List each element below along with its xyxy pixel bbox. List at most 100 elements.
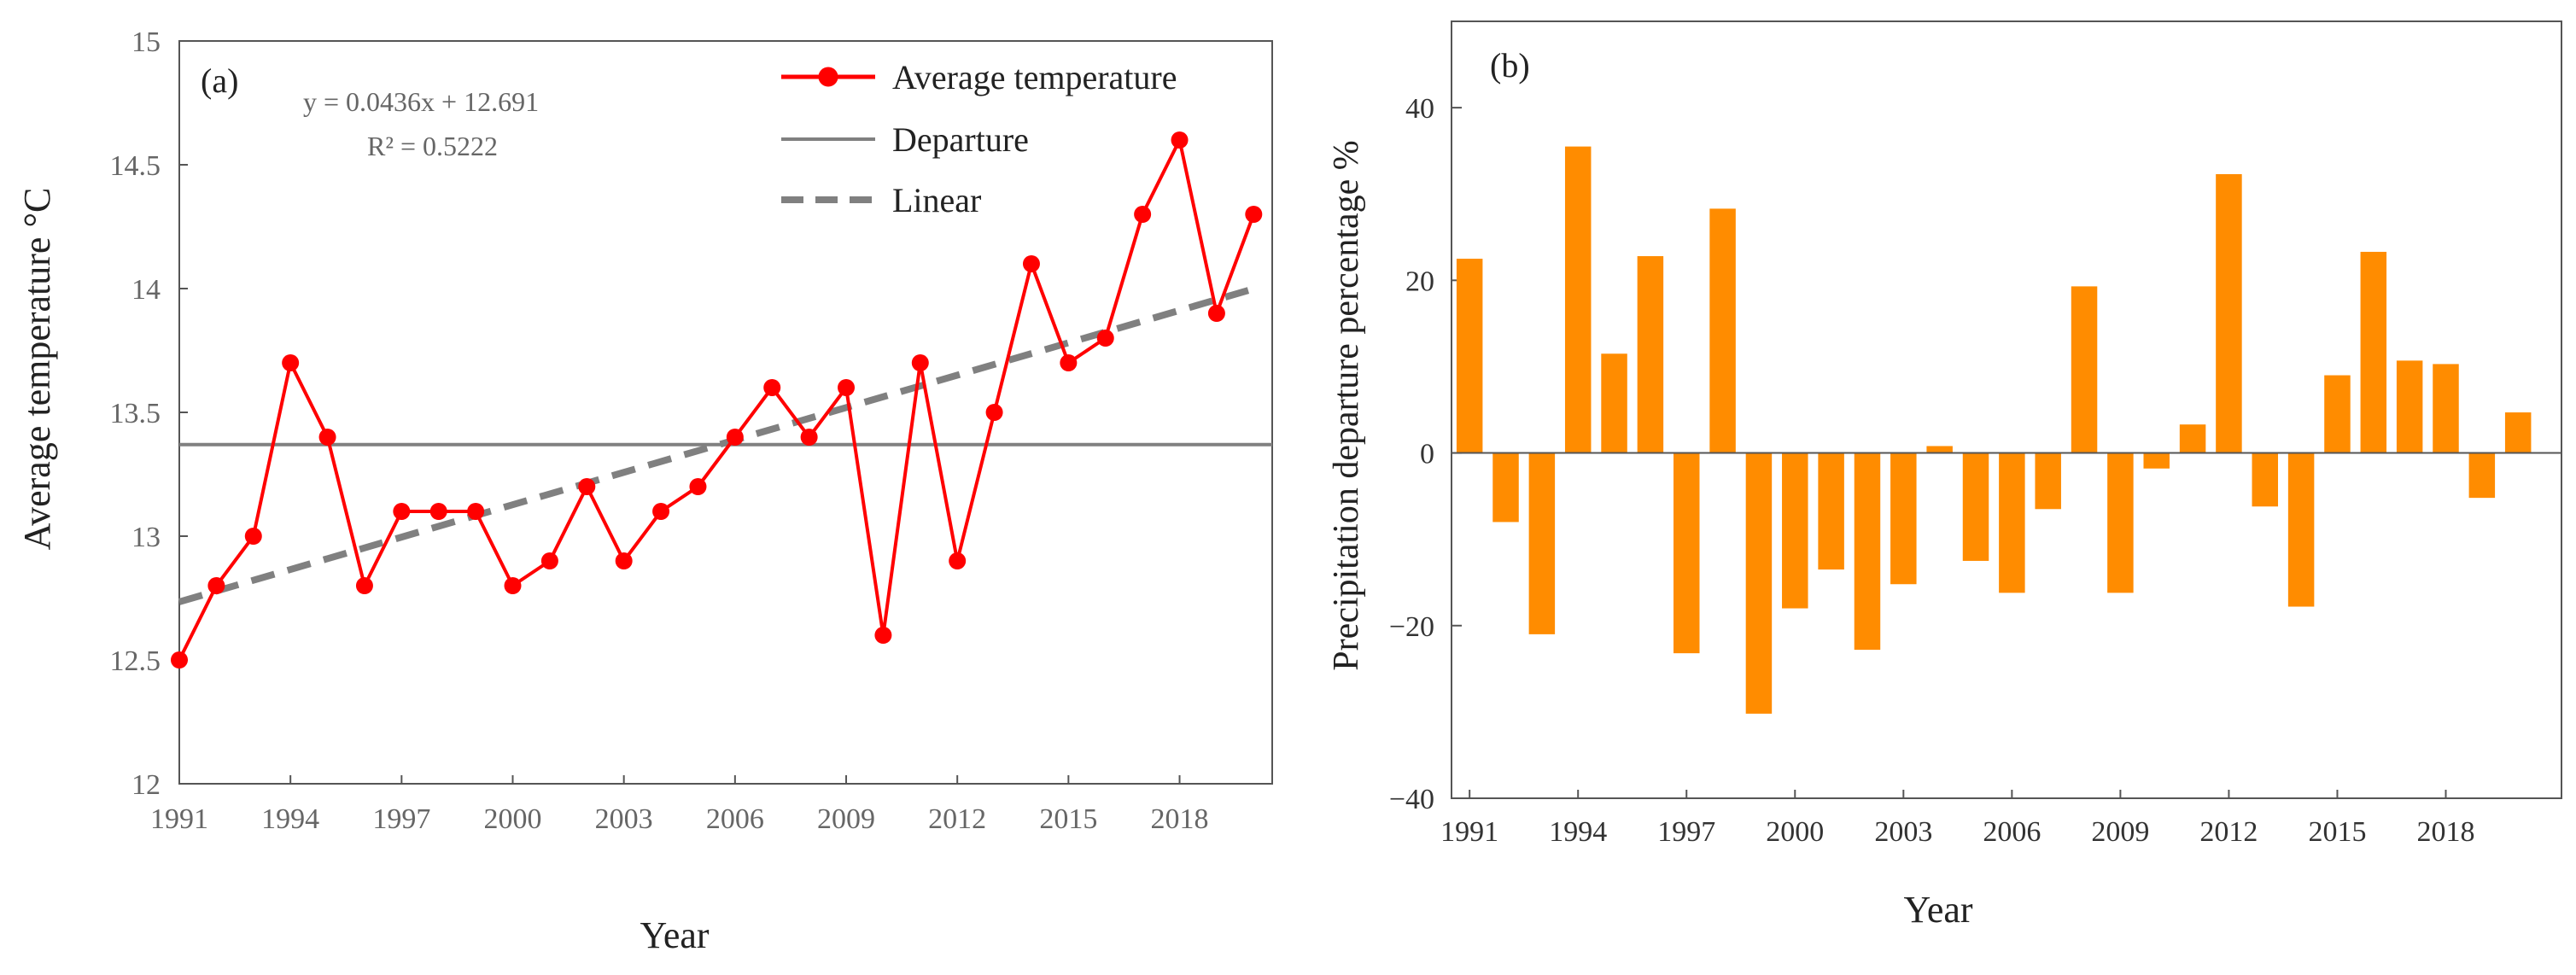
average-temperature-point — [1096, 330, 1114, 347]
trend-r-squared: R² = 0.5222 — [367, 131, 498, 161]
precipitation-y-axis-label: Precipitation departure percentage % — [1327, 140, 1366, 671]
temperature-y-tick-label: 13.5 — [110, 398, 161, 429]
precipitation-x-tick-label: 1991 — [1440, 816, 1498, 848]
average-temperature-point — [467, 503, 485, 520]
average-temperature-point — [282, 354, 300, 371]
precipitation-plot-area — [1451, 20, 2562, 799]
temperature-x-tick-label: 2006 — [706, 803, 764, 835]
precipitation-bar — [2071, 286, 2098, 453]
precipitation-bar — [2324, 375, 2351, 453]
precipitation-bar — [1854, 452, 1881, 651]
average-temperature-point — [838, 379, 856, 396]
temperature-x-tick-label: 2009 — [817, 803, 875, 835]
legend-average-temperature: Average temperature — [892, 58, 1177, 96]
average-temperature-point — [244, 528, 262, 545]
panel-b-label: (b) — [1490, 46, 1530, 85]
precipitation-x-tick-label: 2015 — [2308, 816, 2366, 848]
temperature-x-tick-label: 1997 — [372, 803, 430, 835]
precipitation-bar — [2179, 424, 2206, 453]
legend-average-temperature-marker — [818, 67, 838, 87]
average-temperature-point — [615, 552, 633, 569]
temperature-x-axis-label: Year — [640, 914, 709, 956]
average-temperature-point — [540, 552, 558, 569]
temperature-legend: Average temperature Departure Linear — [781, 58, 1177, 219]
average-temperature-point — [911, 354, 929, 371]
average-temperature-point — [1171, 131, 1189, 149]
precipitation-y-tick-label: 20 — [1405, 266, 1434, 297]
average-temperature-point — [1134, 206, 1152, 223]
precipitation-bar — [1492, 452, 1519, 523]
precipitation-bar — [1709, 208, 1736, 453]
temperature-x-tick-label: 2018 — [1151, 803, 1209, 835]
precipitation-bar — [1890, 452, 1917, 585]
average-temperature-point — [578, 478, 596, 495]
precipitation-bar — [1745, 452, 1773, 714]
precipitation-x-tick-label: 2003 — [1874, 816, 1932, 848]
average-temperature-point — [1207, 305, 1225, 322]
precipitation-bar — [2396, 360, 2423, 453]
precipitation-bar — [2504, 412, 2532, 453]
temperature-y-axis-label: Average temperature °C — [16, 188, 58, 551]
precipitation-x-axis-label: Year — [1903, 889, 1972, 931]
temperature-x-tick-label: 2015 — [1039, 803, 1097, 835]
temperature-y-ticks: 12 12.5 13 13.5 14 14.5 15 — [110, 26, 188, 801]
average-temperature-point — [171, 651, 188, 668]
precipitation-x-tick-label: 2006 — [1983, 816, 2041, 848]
precipitation-x-tick-label: 2018 — [2416, 816, 2474, 848]
precipitation-bar — [1637, 256, 1664, 453]
precipitation-bar — [2433, 364, 2459, 453]
precipitation-bar — [1999, 452, 2025, 593]
average-temperature-point — [763, 379, 781, 396]
legend-departure: Departure — [892, 120, 1029, 159]
precipitation-bar — [2107, 452, 2134, 593]
precipitation-bar — [1528, 452, 1556, 634]
average-temperature-point — [1022, 255, 1040, 272]
temperature-y-tick-label: 14.5 — [110, 150, 161, 182]
precipitation-x-tick-label: 2009 — [2091, 816, 2149, 848]
temperature-chart: 12 12.5 13 13.5 14 14.5 15 1991 1994 1997 2000 200… — [16, 26, 1273, 956]
average-temperature-point — [355, 577, 373, 594]
temperature-x-tick-label: 1994 — [261, 803, 319, 835]
precipitation-bar — [2360, 251, 2387, 453]
precipitation-y-tick-label: −40 — [1389, 784, 1434, 815]
precipitation-bar — [2468, 452, 2496, 499]
precipitation-bar — [1456, 259, 1483, 453]
panel-a-label: (a) — [201, 61, 238, 100]
precipitation-x-tick-label: 1994 — [1549, 816, 1607, 848]
temperature-y-tick-label: 14 — [131, 274, 161, 306]
temperature-x-tick-label: 2012 — [928, 803, 986, 835]
average-temperature-point — [1245, 206, 1263, 223]
average-temperature-point — [318, 429, 336, 446]
precipitation-y-ticks: −40 −20 0 20 40 — [1389, 93, 1462, 815]
precipitation-bar — [1818, 452, 1844, 570]
average-temperature-point — [985, 404, 1003, 421]
precipitation-bar — [1564, 146, 1592, 453]
legend-linear: Linear — [892, 181, 981, 219]
average-temperature-point — [393, 503, 411, 520]
average-temperature-point — [726, 429, 744, 446]
precipitation-bar — [1782, 452, 1808, 609]
temperature-plot-area — [178, 40, 1273, 785]
temperature-x-tick-label: 1991 — [150, 803, 208, 835]
temperature-y-tick-label: 12.5 — [110, 645, 161, 677]
average-temperature-point — [800, 429, 818, 446]
temperature-y-tick-label: 13 — [131, 522, 161, 553]
precipitation-bar — [1601, 353, 1627, 453]
temperature-x-tick-label: 2000 — [484, 803, 542, 835]
precipitation-bar — [2216, 173, 2242, 453]
temperature-x-ticks: 1991 1994 1997 2000 2003 2006 2009 2012 2015 2018 — [150, 775, 1209, 835]
precipitation-bar — [2252, 452, 2279, 507]
precipitation-bars — [1456, 146, 2532, 714]
precipitation-y-tick-label: −20 — [1389, 611, 1434, 643]
precipitation-bar — [2035, 452, 2061, 510]
average-temperature-point — [949, 552, 967, 569]
precipitation-x-tick-label: 1997 — [1657, 816, 1715, 848]
temperature-x-tick-label: 2003 — [595, 803, 653, 835]
trend-equation: y = 0.0436x + 12.691 — [303, 86, 539, 117]
precipitation-bar — [2143, 452, 2170, 469]
precipitation-y-tick-label: 40 — [1405, 93, 1434, 125]
precipitation-y-tick-label: 0 — [1420, 439, 1434, 470]
precipitation-bar — [1962, 452, 1989, 561]
precipitation-bar — [1926, 446, 1953, 453]
